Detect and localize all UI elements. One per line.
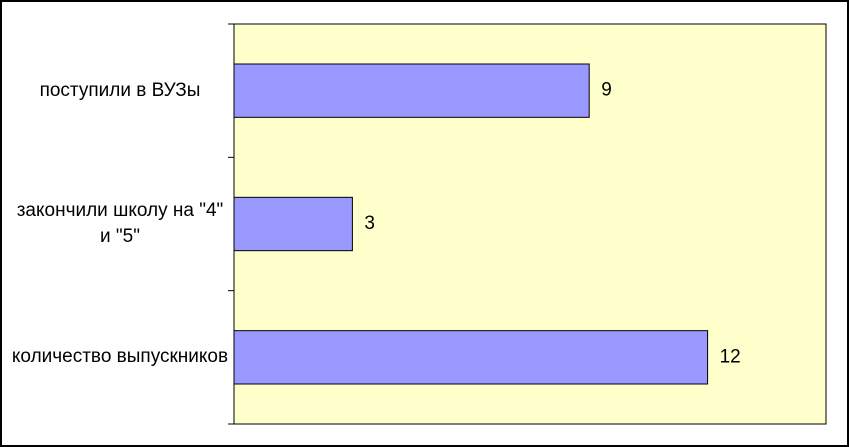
category-label: количество выпускников [11,346,229,368]
category-label: поступили в ВУЗы [39,79,201,101]
value-label: 3 [364,213,375,234]
category-label: закончили школу на "4" и "5" [16,200,224,247]
bar [233,63,590,118]
value-label: 12 [720,346,741,367]
bar [233,330,709,385]
bar [233,196,353,252]
value-label: 9 [601,80,612,101]
